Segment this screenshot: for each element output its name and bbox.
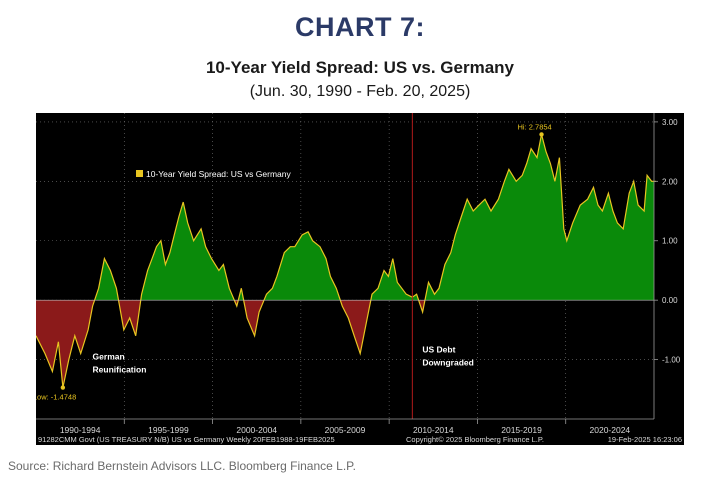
footer-ticker: 91282CMM Govt (US TREASURY N/B) US vs Ge… bbox=[38, 435, 335, 444]
us-debt-downgraded-label: US Debt bbox=[422, 344, 455, 354]
chart-title: 10-Year Yield Spread: US vs. Germany bbox=[205, 58, 515, 77]
source-note: Source: Richard Bernstein Advisors LLC. … bbox=[8, 459, 356, 473]
y-tick-label: -1.00 bbox=[662, 356, 681, 365]
y-axis: 3.00 2.00 1.00 0.00 -1.00 bbox=[653, 113, 681, 419]
x-tick-label: 2000-2004 bbox=[236, 425, 277, 435]
legend: 10-Year Yield Spread: US vs Germany bbox=[136, 169, 291, 179]
yield-spread-chart: 3.00 2.00 1.00 0.00 -1.00 1990-1994 1995-1999… bbox=[36, 113, 682, 444]
y-tick-label: 2.00 bbox=[662, 177, 678, 186]
y-tick-label: 1.00 bbox=[662, 237, 678, 246]
legend-label: 10-Year Yield Spread: US vs Germany bbox=[146, 169, 291, 179]
positive-spread-area bbox=[36, 134, 654, 301]
x-tick-label: 2010-2014 bbox=[413, 425, 454, 435]
german-reunification-label: German bbox=[93, 352, 125, 362]
footer-copyright: Copyright© 2025 Bloomberg Finance L.P. bbox=[406, 435, 544, 444]
x-tick-label: 1990-1994 bbox=[60, 425, 101, 435]
legend-swatch bbox=[136, 170, 143, 177]
x-axis: 1990-1994 1995-1999 2000-2004 2005-2009 2010… bbox=[36, 418, 654, 435]
german-reunification-label: Reunification bbox=[93, 365, 147, 375]
x-tick-label: 1995-1999 bbox=[148, 425, 189, 435]
negative-spread-area bbox=[36, 300, 425, 388]
low-label: Low: -1.4748 bbox=[36, 393, 76, 402]
chart-panel: 3.00 2.00 1.00 0.00 -1.00 1990-1994 1995-1999… bbox=[36, 113, 684, 445]
chart-date-range: (Jun. 30, 1990 - Feb. 20, 2025) bbox=[249, 83, 471, 100]
x-tick-label: 2005-2009 bbox=[325, 425, 366, 435]
high-label: Hi: 2.7854 bbox=[518, 122, 552, 131]
annotations: Hi: 2.7854 Low: -1.4748 German Reunificatio… bbox=[36, 122, 552, 401]
x-tick-label: 2015-2019 bbox=[501, 425, 542, 435]
chart-label: CHART 7: bbox=[295, 12, 425, 42]
x-tick-label: 2020-2024 bbox=[590, 425, 631, 435]
high-marker bbox=[539, 132, 544, 137]
us-debt-downgraded-label: Downgraded bbox=[422, 358, 473, 368]
low-marker bbox=[60, 385, 66, 390]
spread-series-line bbox=[36, 134, 654, 388]
y-tick-label: 0.00 bbox=[662, 296, 678, 305]
y-tick-label: 3.00 bbox=[662, 118, 678, 127]
footer-timestamp: 19-Feb-2025 16:23:06 bbox=[608, 435, 682, 444]
